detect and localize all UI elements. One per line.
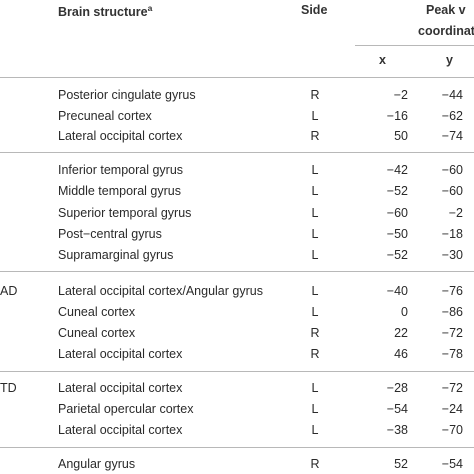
group-label: AD — [0, 284, 18, 298]
row-structure: Cuneal cortex — [58, 326, 136, 340]
row-structure: Angular gyrus — [58, 457, 136, 471]
row-x: −52 — [386, 184, 408, 198]
row-side: L — [311, 184, 319, 198]
header-brain-structure-label: Brain structure — [58, 5, 148, 20]
row-y: −60 — [441, 184, 463, 198]
row-y: −30 — [441, 248, 463, 262]
header-brain-structure-footnote: a — [147, 3, 153, 13]
group-divider — [0, 271, 474, 272]
row-structure: Lateral occipital cortex/Angular gyrus — [58, 284, 263, 298]
row-side: L — [311, 227, 319, 241]
row-x: −40 — [386, 284, 408, 298]
row-side: L — [311, 248, 319, 262]
row-y: −72 — [441, 326, 463, 340]
row-structure: Lateral occipital cortex — [58, 347, 183, 361]
header-brain-structure: Brain structurea — [58, 3, 152, 19]
header-bottom-divider — [0, 77, 474, 78]
row-x: 0 — [401, 305, 408, 319]
row-y: −70 — [441, 423, 463, 437]
row-x: 52 — [394, 457, 408, 471]
row-structure: Inferior temporal gyrus — [58, 163, 184, 177]
row-y: −44 — [441, 88, 463, 102]
row-side: R — [310, 347, 320, 361]
row-y: −2 — [448, 206, 463, 220]
row-x: −28 — [386, 381, 408, 395]
row-structure: Lateral occipital cortex — [58, 129, 183, 143]
row-side: R — [310, 457, 320, 471]
row-side: L — [311, 206, 319, 220]
row-y: −54 — [441, 457, 463, 471]
row-structure: Cuneal cortex — [58, 305, 136, 319]
row-y: −76 — [441, 284, 463, 298]
row-structure: Post−central gyrus — [58, 227, 162, 241]
header-peak-line2: coordinat — [418, 24, 474, 38]
row-x: 46 — [394, 347, 408, 361]
header-y: y — [446, 53, 453, 67]
header-peak-line1: Peak v — [426, 3, 466, 17]
row-x: −42 — [386, 163, 408, 177]
row-structure: Supramarginal gyrus — [58, 248, 174, 262]
row-x: −54 — [386, 402, 408, 416]
row-x: 50 — [394, 129, 408, 143]
header-side: Side — [301, 3, 328, 17]
row-y: −18 — [441, 227, 463, 241]
row-side: L — [311, 402, 319, 416]
row-structure: Posterior cingulate gyrus — [58, 88, 196, 102]
row-y: −72 — [441, 381, 463, 395]
row-x: −38 — [386, 423, 408, 437]
group-divider — [0, 447, 474, 448]
row-x: −60 — [386, 206, 408, 220]
row-y: −78 — [441, 347, 463, 361]
row-side: R — [310, 88, 320, 102]
row-y: −60 — [441, 163, 463, 177]
group-divider — [0, 371, 474, 372]
row-side: L — [311, 423, 319, 437]
row-structure: Lateral occipital cortex — [58, 423, 183, 437]
row-structure: Middle temporal gyrus — [58, 184, 181, 198]
group-label: TD — [0, 381, 17, 395]
header-sub-divider — [355, 45, 474, 46]
row-side: L — [311, 381, 319, 395]
row-x: −52 — [386, 248, 408, 262]
row-structure: Superior temporal gyrus — [58, 206, 192, 220]
row-side: R — [310, 326, 320, 340]
row-side: R — [310, 129, 320, 143]
row-x: −50 — [386, 227, 408, 241]
row-structure: Lateral occipital cortex — [58, 381, 183, 395]
row-side: L — [311, 305, 319, 319]
row-y: −74 — [441, 129, 463, 143]
row-side: L — [311, 109, 319, 123]
row-x: 22 — [394, 326, 408, 340]
row-side: L — [311, 163, 319, 177]
row-x: −16 — [386, 109, 408, 123]
row-structure: Precuneal cortex — [58, 109, 152, 123]
row-y: −86 — [441, 305, 463, 319]
row-x: −2 — [393, 88, 408, 102]
row-y: −62 — [441, 109, 463, 123]
row-side: L — [311, 284, 319, 298]
row-y: −24 — [441, 402, 463, 416]
row-structure: Parietal opercular cortex — [58, 402, 194, 416]
header-x: x — [379, 53, 386, 67]
group-divider — [0, 152, 474, 153]
